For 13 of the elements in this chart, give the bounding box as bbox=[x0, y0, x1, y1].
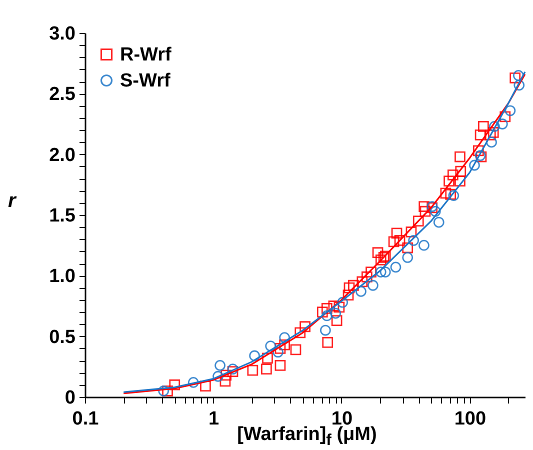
x-tick-label: 1 bbox=[208, 408, 220, 430]
y-axis-title: r bbox=[8, 190, 16, 213]
y-tick-label: 3.0 bbox=[49, 24, 76, 44]
y-tick-label: 2.5 bbox=[49, 84, 76, 106]
y-tick-label: 1.0 bbox=[49, 266, 76, 288]
x-tick-label: 0.1 bbox=[72, 408, 100, 430]
y-tick-label: 0 bbox=[64, 388, 76, 408]
y-tick-label: 2.0 bbox=[49, 144, 76, 166]
y-tick-label: 1.5 bbox=[49, 206, 76, 226]
legend-label: S-Wrf bbox=[120, 70, 171, 92]
x-tick-label: 100 bbox=[454, 408, 486, 430]
legend-label: R-Wrf bbox=[120, 44, 172, 66]
y-tick-label: 0.5 bbox=[49, 326, 76, 348]
